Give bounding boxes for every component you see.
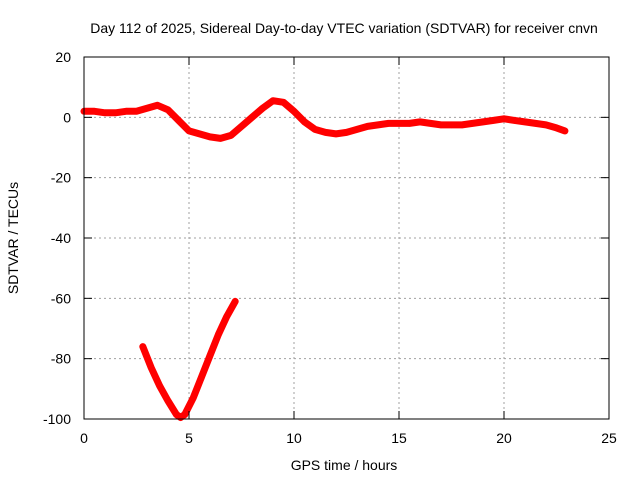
data-point (511, 117, 518, 124)
data-point (91, 108, 98, 115)
data-point (406, 120, 413, 127)
data-point (427, 120, 434, 127)
data-point (374, 121, 382, 129)
data-point (301, 118, 308, 126)
data-point (206, 133, 214, 141)
y-axis-label: SDTVAR / TECUs (5, 182, 21, 294)
data-point (448, 121, 455, 129)
axis-ticks: 0 5 10 15 20 25 -100 -80 -60 -40 -20 0 20 (43, 49, 617, 446)
data-point (181, 411, 188, 418)
data-point (217, 135, 224, 142)
y-tick-label: 0 (63, 109, 71, 125)
data-point (175, 117, 182, 124)
data-point (364, 123, 371, 130)
chart-title: Day 112 of 2025, Sidereal Day-to-day VTE… (90, 20, 598, 36)
data-point (259, 105, 266, 112)
data-point (185, 127, 193, 135)
data-point (164, 106, 172, 114)
data-point (490, 117, 497, 124)
x-tick-label: 5 (185, 430, 193, 446)
x-tick-label: 15 (391, 430, 407, 446)
data-point (133, 108, 140, 115)
data-point (332, 130, 340, 138)
data-point (311, 126, 319, 133)
data-point (395, 120, 403, 127)
y-tick-label: -60 (51, 290, 71, 306)
data-point (148, 364, 155, 371)
data-point (280, 99, 287, 106)
data-point (154, 102, 161, 109)
data-point (215, 331, 222, 338)
data-point (238, 123, 245, 130)
x-tick-label: 20 (496, 430, 512, 446)
data-point (164, 397, 172, 405)
data-point (532, 120, 539, 127)
x-tick-label: 25 (601, 430, 617, 446)
data-point (343, 129, 350, 136)
y-tick-label: -20 (51, 170, 71, 186)
x-tick-label: 0 (80, 430, 88, 446)
data-point (122, 108, 130, 115)
data-point (353, 126, 361, 133)
data-point (112, 109, 119, 117)
data-point (269, 97, 277, 104)
data-point (458, 121, 466, 129)
data-point (500, 115, 508, 123)
data-point (143, 105, 151, 112)
x-axis-label: GPS time / hours (291, 457, 398, 473)
data-point (223, 313, 230, 320)
data-point (232, 298, 239, 305)
data-point (479, 118, 487, 126)
y-tick-label: -80 (51, 351, 71, 367)
data-point (248, 114, 256, 121)
data-point (416, 118, 424, 126)
data-point (521, 118, 529, 126)
data-series (80, 97, 569, 421)
data-point (139, 343, 146, 350)
data-point (101, 109, 109, 117)
data-point (227, 132, 235, 139)
y-tick-label: -100 (43, 411, 71, 427)
data-point (290, 108, 298, 115)
data-point (553, 124, 560, 132)
data-point (469, 120, 476, 127)
data-point (206, 352, 214, 359)
data-point (190, 394, 197, 402)
data-point (156, 382, 163, 389)
data-point (542, 121, 550, 129)
data-point (322, 129, 329, 136)
data-point (385, 120, 392, 127)
data-point (196, 130, 203, 138)
data-point (437, 121, 445, 129)
data-point (561, 127, 569, 135)
data-point (198, 373, 205, 380)
y-tick-label: -40 (51, 230, 71, 246)
y-tick-label: 20 (55, 49, 71, 65)
x-tick-label: 10 (286, 430, 302, 446)
